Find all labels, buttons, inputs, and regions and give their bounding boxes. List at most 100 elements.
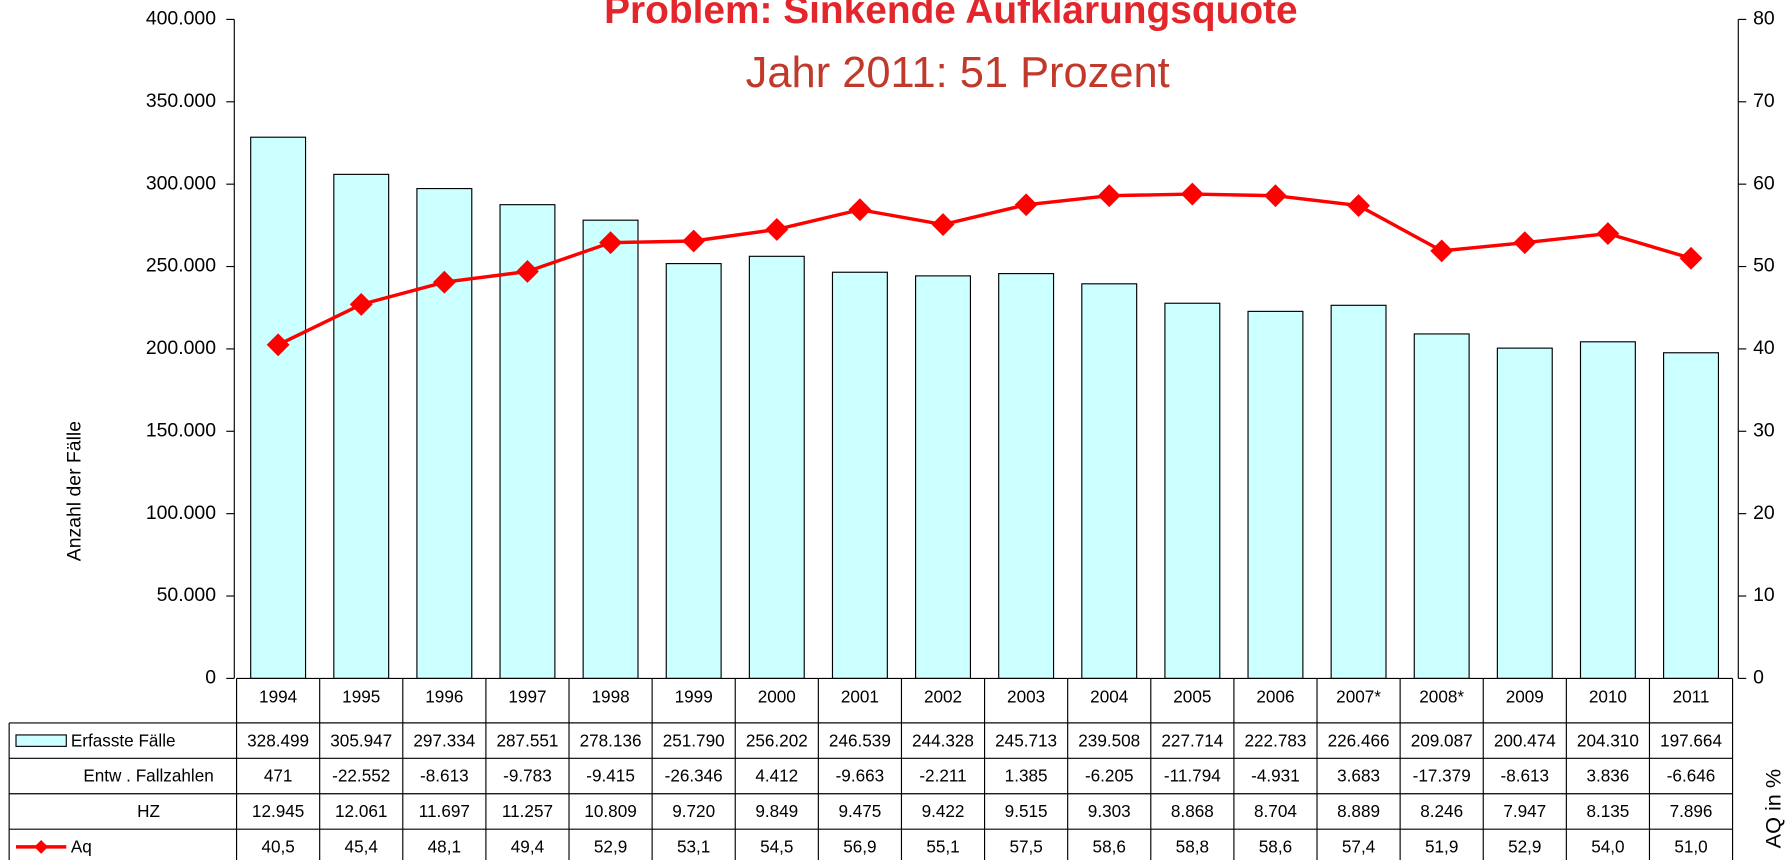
table-cell: 305.947 [330,730,392,750]
table-cell: 297.334 [413,730,475,750]
table-cell: 226.466 [1328,730,1390,750]
x-tick-label: 1999 [675,686,713,706]
bar [748,255,805,679]
table-cell: 278.136 [580,730,642,750]
bar [1579,341,1636,679]
y-tick-label: 250.000 [146,255,216,277]
y2-tick-label: 60 [1753,172,1775,194]
bar [831,271,888,679]
table-cell: -17.379 [1413,766,1471,786]
table-cell: 9.720 [672,801,715,821]
table-cell: 55,1 [926,837,959,857]
table-cell: 256.202 [746,730,808,750]
x-tick-label: 1995 [342,686,380,706]
x-tick-label: 2004 [1090,686,1129,706]
bar [1081,283,1138,679]
bar [1413,333,1470,679]
table-cell: -6.646 [1667,766,1716,786]
table-cell: 9.422 [922,801,965,821]
table-cell: 58,6 [1259,837,1292,857]
legend-label: Aq [71,837,92,857]
table-cell: 204.310 [1577,730,1639,750]
marker [266,333,290,357]
table-cell: 48,1 [428,837,461,857]
table-cell: 227.714 [1161,730,1223,750]
table-cell: 200.474 [1494,730,1556,750]
table-cell: 11.257 [502,801,553,821]
marker [931,213,955,236]
x-tick-label: 2011 [1673,686,1710,706]
table-cell: 287.551 [496,730,558,750]
table-cell: 8.246 [1420,801,1463,821]
table-cell: 7.947 [1503,801,1546,821]
table-cell: 52,9 [594,837,627,857]
marker [1097,184,1121,208]
table-cell: 56,9 [843,837,876,857]
y2-axis-label: AQ in % [1761,769,1786,849]
table-cell: -22.552 [332,766,390,786]
marker [682,229,706,253]
table-cell: -2.211 [919,766,966,786]
x-tick-label: 2005 [1173,686,1211,706]
table-cell: 57,4 [1342,837,1376,857]
table-cell: 239.508 [1078,730,1140,750]
table-cell: 197.664 [1660,730,1722,750]
table-cell: 3.836 [1586,766,1629,786]
table-cell: 9.303 [1088,801,1131,821]
table-cell: 328.499 [247,730,309,750]
table-cell: 251.790 [663,730,725,750]
y2-tick-label: 70 [1753,90,1775,112]
table-cell: 12.061 [335,801,387,821]
legend-swatch [15,734,67,747]
marker [1679,246,1703,270]
table-cell: 11.697 [419,801,470,821]
table-cell: 58,6 [1093,837,1126,857]
y-tick-label: 50.000 [157,584,217,606]
table-cell: 51,0 [1674,837,1707,857]
x-tick-label: 1998 [592,686,630,706]
table-cell: 1.385 [1005,766,1048,786]
table-cell: 222.783 [1244,730,1306,750]
y2-tick-label: 30 [1753,419,1775,441]
table-cell: 7.896 [1670,801,1713,821]
y-tick-label: 100.000 [146,502,216,524]
table-cell: -6.205 [1085,766,1134,786]
bar [499,204,556,679]
marker [848,198,872,222]
table-cell: -8.613 [420,766,469,786]
table-cell: 49,4 [511,837,545,857]
marker [1014,193,1038,217]
y2-tick-label: 20 [1753,502,1775,524]
table-cell: 8.868 [1171,801,1214,821]
y2-tick-label: 80 [1753,8,1775,30]
chart-subtitle: Jahr 2011: 51 Prozent [746,49,1170,97]
table-cell: 471 [264,766,293,786]
marker [765,218,789,241]
table-cell: -9.663 [836,766,885,786]
x-tick-label: 1997 [508,686,546,706]
x-tick-label: 2002 [924,686,962,706]
y-tick-label: 200.000 [146,337,216,359]
table-cell: 54,0 [1591,837,1624,857]
bar [998,273,1055,679]
table-cell: -4.931 [1251,766,1300,786]
x-tick-label: 2000 [758,686,796,706]
marker [1513,231,1537,255]
y2-tick-label: 50 [1753,255,1775,277]
table-cell: -9.783 [503,766,552,786]
table-cell: 8.704 [1254,801,1297,821]
x-tick-label: 2003 [1007,686,1045,706]
table-cell: -9.415 [586,766,635,786]
marker [1180,182,1204,206]
table-cell: -26.346 [665,766,723,786]
bar [1330,304,1387,679]
bar [416,187,473,679]
table-cell: 8.135 [1586,801,1629,821]
x-tick-label: 2008* [1419,686,1464,706]
table-cell: 58,8 [1176,837,1209,857]
y-tick-label: 150.000 [146,419,216,441]
y-tick-label: 300.000 [146,172,216,194]
table-cell: 9.849 [755,801,798,821]
